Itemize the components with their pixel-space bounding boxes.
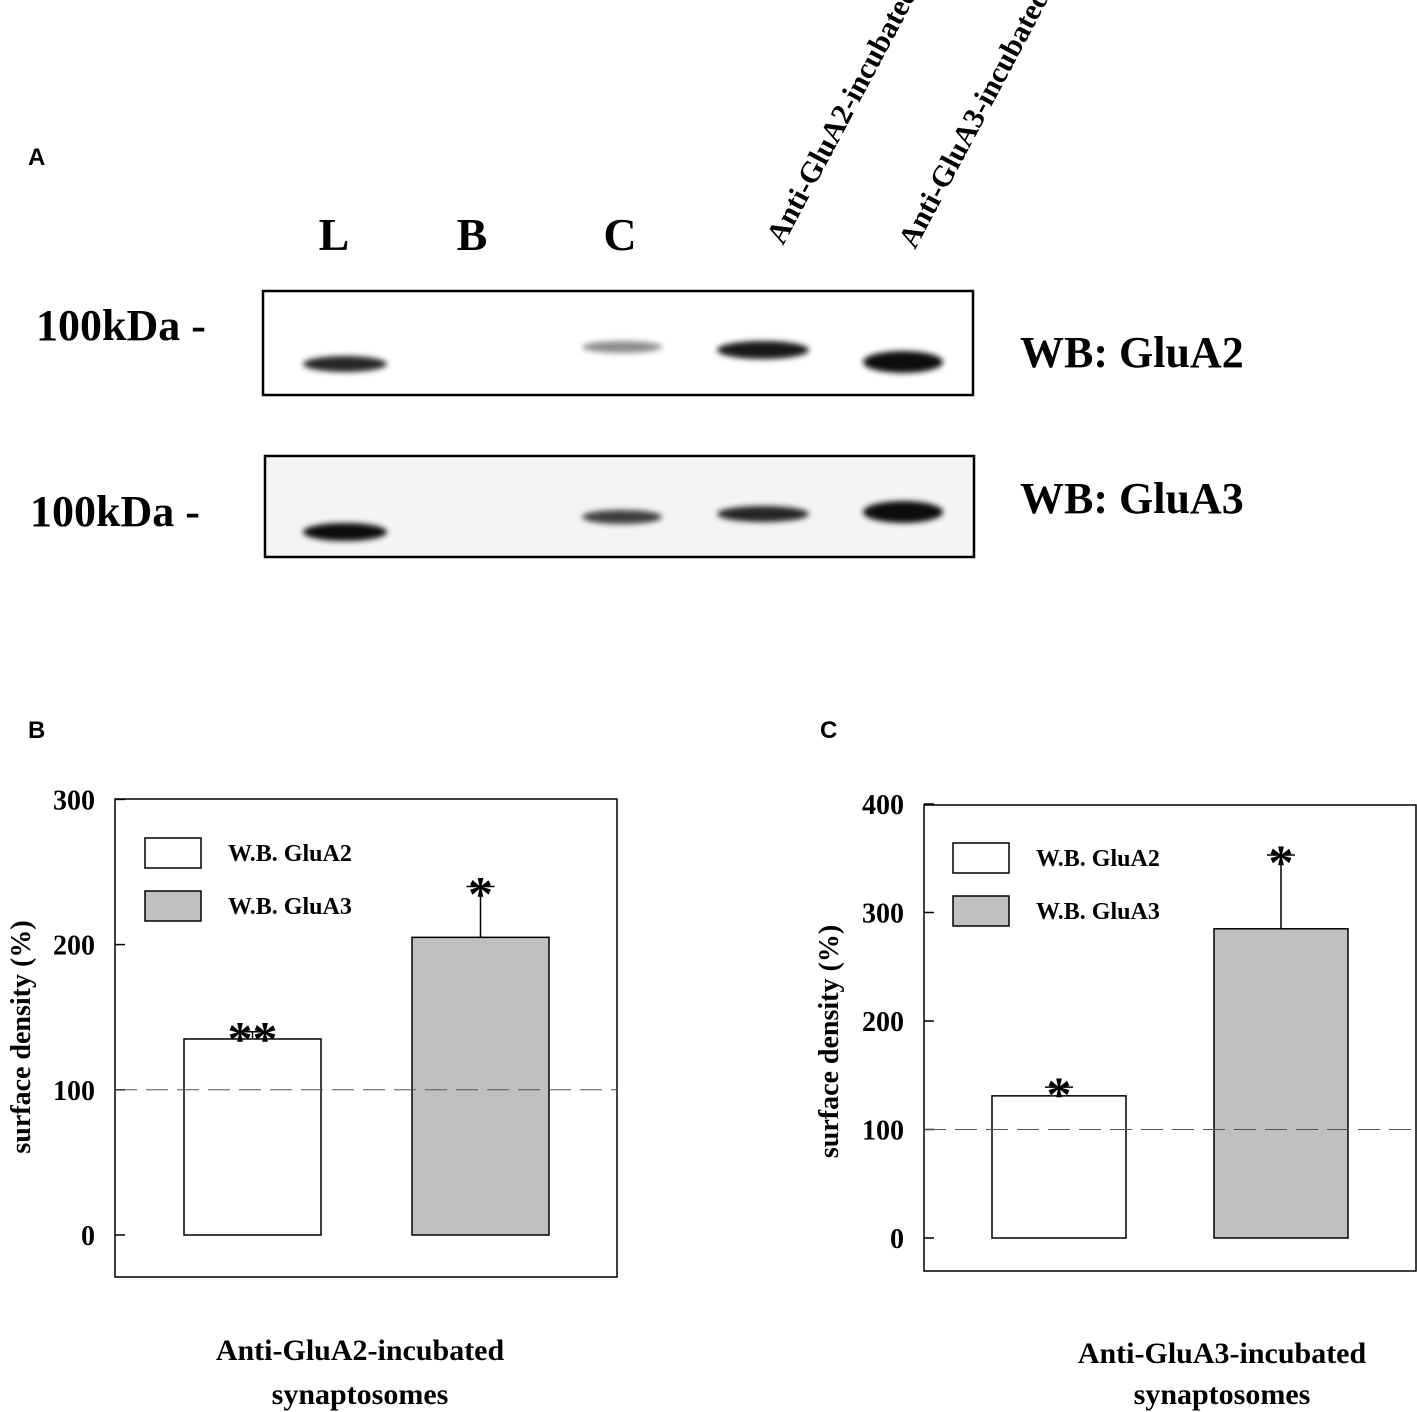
lane-label-b: B xyxy=(457,209,488,260)
blot-2-marker-label: 100kDa - xyxy=(30,487,200,536)
blot-2-bands xyxy=(303,501,943,541)
blot-2-band-c xyxy=(582,510,662,524)
chart-c-legend-swatch-w-b-glua2 xyxy=(952,842,1010,874)
chart-panel-c: C 0 100 200 300 400 surface density (%) * * W.B.… xyxy=(814,717,1417,1411)
blot-1-marker-label: 100kDa - xyxy=(36,301,206,350)
chart-c-significance-w-b-glua3: * xyxy=(1269,834,1294,890)
chart-b-legend-label-w-b-glua2: W.B. GluA2 xyxy=(228,841,352,867)
lane-label-c: C xyxy=(603,209,636,260)
chart-b-ytick-label: 0 xyxy=(81,1221,95,1252)
chart-c-legend-label-w-b-glua2: W.B. GluA2 xyxy=(1036,846,1160,872)
panel-a: A L B C Anti-GluA2-incubated Anti-GluA3-… xyxy=(28,0,1244,559)
chart-b-bar-w-b-glua3 xyxy=(411,936,550,1236)
blot-2-band-anti-glua2-incubated xyxy=(717,506,809,522)
blot-1-wb-label: WB: GluA2 xyxy=(1020,328,1244,377)
chart-c-legend-label-w-b-glua3: W.B. GluA3 xyxy=(1036,899,1160,925)
chart-c-ytick-label: 300 xyxy=(862,899,904,930)
chart-c-ytick-label: 200 xyxy=(862,1007,904,1038)
blot-2-frame xyxy=(263,454,976,559)
chart-b-bar-w-b-glua2 xyxy=(183,1038,322,1236)
chart-c-xlabel-line: synaptosomes xyxy=(1134,1378,1311,1411)
blot-2-band-l xyxy=(303,523,387,541)
lane-label-anti-glua3: Anti-GluA3-incubated xyxy=(892,0,1057,253)
chart-c-ytick-label: 100 xyxy=(862,1116,904,1147)
chart-c-xlabel-line: Anti-GluA3-incubated xyxy=(1078,1337,1367,1370)
chart-b-legend-label-w-b-glua3: W.B. GluA3 xyxy=(228,894,352,920)
chart-c-ytick-label: 0 xyxy=(890,1224,904,1255)
chart-c-significance-w-b-glua2: * xyxy=(1047,1066,1072,1122)
panel-c-letter: C xyxy=(820,717,837,744)
chart-c-legend-swatch-w-b-glua3 xyxy=(952,895,1010,927)
chart-b-ylabel: surface density (%) xyxy=(6,920,37,1153)
chart-c-ylabel: surface density (%) xyxy=(814,925,845,1158)
chart-c-bar-w-b-glua2 xyxy=(991,1095,1127,1239)
blot-1-band-anti-glua3-incubated xyxy=(863,351,943,373)
panel-a-letter: A xyxy=(28,144,45,171)
chart-b-legend-swatch-w-b-glua3 xyxy=(144,890,202,922)
chart-b-plot-frame xyxy=(114,798,618,1278)
lane-label-anti-glua2: Anti-GluA2-incubated xyxy=(760,0,925,249)
chart-b-ytick-label: 100 xyxy=(53,1076,95,1107)
blot-1-band-anti-glua2-incubated xyxy=(717,341,809,359)
chart-c-plot-frame xyxy=(923,804,1417,1272)
chart-b-significance-w-b-glua3: * xyxy=(468,866,493,922)
chart-b-legend-swatch-w-b-glua2 xyxy=(144,837,202,869)
blot-1-band-b xyxy=(432,356,512,372)
chart-b-ytick-label: 200 xyxy=(53,931,95,962)
chart-b-significance-w-b-glua2: ** xyxy=(228,1011,278,1067)
panel-b-letter: B xyxy=(28,717,45,744)
blot-1-band-l xyxy=(303,356,387,372)
blot-1-bands xyxy=(303,341,943,373)
blot-2-band-b xyxy=(432,523,512,541)
blot-2-wb-label: WB: GluA3 xyxy=(1020,474,1244,523)
chart-c-bar-w-b-glua3 xyxy=(1213,928,1349,1239)
chart-b-xlabel-line: synaptosomes xyxy=(272,1378,449,1411)
blot-2-band-anti-glua3-incubated xyxy=(863,501,943,523)
lane-label-l: L xyxy=(319,209,350,260)
chart-b-ytick-label: 300 xyxy=(53,785,95,816)
chart-b-xlabel-line: Anti-GluA2-incubated xyxy=(216,1334,505,1367)
blot-1-band-c xyxy=(582,341,662,353)
chart-c-ytick-label: 400 xyxy=(862,790,904,821)
